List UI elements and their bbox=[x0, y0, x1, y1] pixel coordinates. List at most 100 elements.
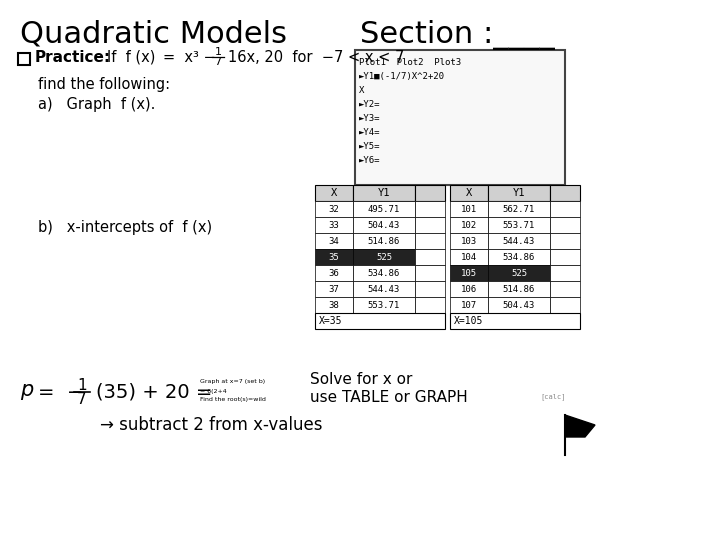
Bar bbox=[315, 265, 353, 281]
Bar bbox=[415, 185, 445, 201]
Bar bbox=[415, 297, 445, 313]
Bar bbox=[353, 265, 415, 281]
Text: (35) + 20 =: (35) + 20 = bbox=[96, 382, 212, 402]
Bar bbox=[353, 297, 415, 313]
Text: 101: 101 bbox=[461, 205, 477, 213]
Text: Quadratic Models: Quadratic Models bbox=[20, 20, 287, 49]
Text: X=105: X=105 bbox=[454, 316, 483, 326]
Bar bbox=[450, 233, 488, 249]
Bar bbox=[315, 249, 353, 265]
Bar bbox=[415, 265, 445, 281]
Bar bbox=[488, 233, 550, 249]
Bar bbox=[488, 249, 550, 265]
Bar bbox=[488, 185, 550, 201]
Text: 525: 525 bbox=[376, 253, 392, 261]
Text: 562.71: 562.71 bbox=[503, 205, 535, 213]
Text: 102: 102 bbox=[461, 220, 477, 230]
Text: 33: 33 bbox=[328, 220, 339, 230]
Bar bbox=[315, 217, 353, 233]
Bar bbox=[315, 281, 353, 297]
Bar bbox=[18, 53, 30, 65]
Text: 7: 7 bbox=[215, 57, 222, 67]
Bar bbox=[353, 249, 415, 265]
Text: 534.86: 534.86 bbox=[503, 253, 535, 261]
Bar bbox=[353, 201, 415, 217]
Bar bbox=[415, 281, 445, 297]
Bar bbox=[550, 217, 580, 233]
Text: ►Y4=: ►Y4= bbox=[359, 128, 380, 137]
Bar bbox=[315, 185, 353, 201]
Bar bbox=[415, 217, 445, 233]
Bar bbox=[353, 217, 415, 233]
Text: =  −: = − bbox=[38, 382, 84, 402]
Text: ►Y2=: ►Y2= bbox=[359, 100, 380, 109]
Text: 107: 107 bbox=[461, 300, 477, 309]
Text: Practice:: Practice: bbox=[35, 50, 111, 64]
Bar bbox=[550, 281, 580, 297]
Text: Y1: Y1 bbox=[513, 188, 526, 198]
Bar bbox=[415, 201, 445, 217]
Text: $p$: $p$ bbox=[20, 382, 35, 402]
Bar bbox=[550, 265, 580, 281]
Text: If  f (x): If f (x) bbox=[107, 50, 156, 64]
Text: [calc]: [calc] bbox=[540, 394, 565, 400]
Bar bbox=[415, 249, 445, 265]
Bar bbox=[353, 281, 415, 297]
Bar bbox=[450, 201, 488, 217]
Bar bbox=[488, 281, 550, 297]
Text: 105: 105 bbox=[461, 268, 477, 278]
Text: Find the root(s)=wild: Find the root(s)=wild bbox=[200, 397, 266, 402]
Text: 504.43: 504.43 bbox=[368, 220, 400, 230]
Text: = 6(2+4: = 6(2+4 bbox=[200, 388, 227, 394]
Text: 32: 32 bbox=[328, 205, 339, 213]
Text: =  x³ −: = x³ − bbox=[163, 50, 216, 64]
Text: find the following:: find the following: bbox=[38, 77, 170, 92]
Bar bbox=[353, 185, 415, 201]
Text: a)   Graph  f (x).: a) Graph f (x). bbox=[38, 97, 156, 112]
Bar bbox=[550, 233, 580, 249]
Bar bbox=[488, 201, 550, 217]
Bar bbox=[315, 297, 353, 313]
Text: 35: 35 bbox=[328, 253, 339, 261]
Text: 514.86: 514.86 bbox=[503, 285, 535, 294]
Bar bbox=[315, 201, 353, 217]
Text: 34: 34 bbox=[328, 237, 339, 246]
Bar bbox=[315, 233, 353, 249]
Text: 103: 103 bbox=[461, 237, 477, 246]
Text: Y1: Y1 bbox=[378, 188, 390, 198]
Text: 1: 1 bbox=[77, 377, 87, 393]
Bar bbox=[355, 50, 565, 185]
Bar bbox=[315, 313, 445, 329]
Bar bbox=[415, 233, 445, 249]
Polygon shape bbox=[565, 415, 595, 437]
Bar bbox=[488, 297, 550, 313]
Text: ►Y3=: ►Y3= bbox=[359, 114, 380, 123]
Text: 514.86: 514.86 bbox=[368, 237, 400, 246]
Text: X: X bbox=[331, 188, 337, 198]
Text: → subtract 2 from x-values: → subtract 2 from x-values bbox=[100, 416, 323, 434]
Text: Plot1  Plot2  Plot3: Plot1 Plot2 Plot3 bbox=[359, 58, 461, 67]
Text: 104: 104 bbox=[461, 253, 477, 261]
Bar bbox=[550, 297, 580, 313]
Text: 525: 525 bbox=[511, 268, 527, 278]
Text: 544.43: 544.43 bbox=[368, 285, 400, 294]
Text: X: X bbox=[359, 86, 364, 95]
Text: 38: 38 bbox=[328, 300, 339, 309]
Text: Section :____: Section :____ bbox=[360, 20, 554, 50]
Text: Solve for x or: Solve for x or bbox=[310, 373, 413, 388]
Text: ►Y6=: ►Y6= bbox=[359, 156, 380, 165]
Text: use TABLE or GRAPH: use TABLE or GRAPH bbox=[310, 389, 468, 404]
Bar bbox=[488, 217, 550, 233]
Text: X: X bbox=[466, 188, 472, 198]
Text: 553.71: 553.71 bbox=[368, 300, 400, 309]
Text: ►Y1■(-1/7)X^2+20: ►Y1■(-1/7)X^2+20 bbox=[359, 72, 445, 81]
Text: 544.43: 544.43 bbox=[503, 237, 535, 246]
Bar bbox=[450, 217, 488, 233]
Text: 36: 36 bbox=[328, 268, 339, 278]
Bar bbox=[550, 185, 580, 201]
Bar bbox=[488, 265, 550, 281]
Bar bbox=[353, 233, 415, 249]
Bar bbox=[550, 249, 580, 265]
Text: 553.71: 553.71 bbox=[503, 220, 535, 230]
Bar bbox=[550, 201, 580, 217]
